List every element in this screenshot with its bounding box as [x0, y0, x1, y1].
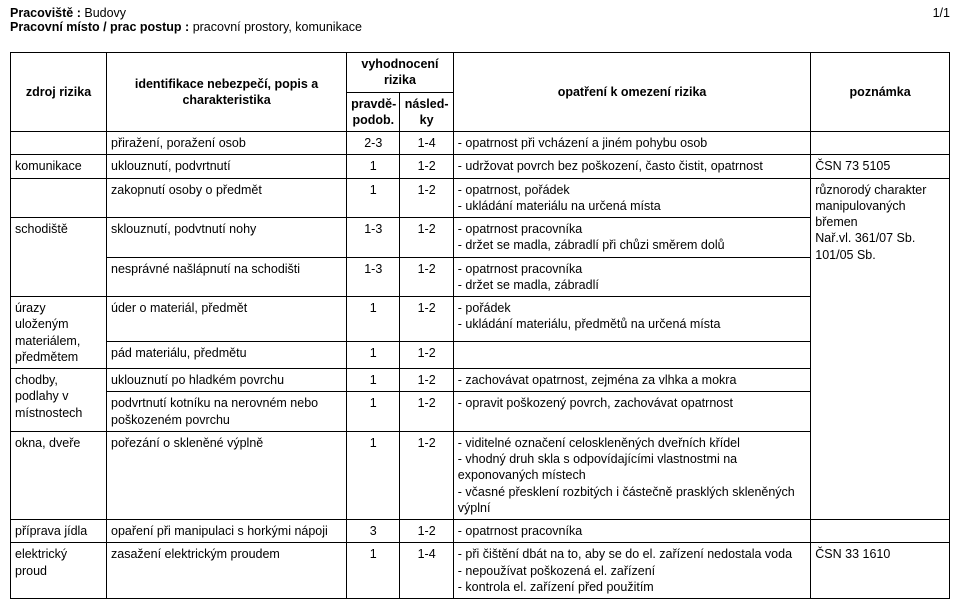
pracoviste-label: Pracoviště :: [10, 6, 81, 20]
document-header: Pracoviště : Budovy 1/1 Pracovní místo /…: [10, 6, 950, 34]
table-cell: zasažení elektrickým proudem: [107, 543, 347, 599]
table-row: komunikaceuklouznutí, podvrtnutí11-2- ud…: [11, 155, 950, 178]
table-cell: [811, 132, 950, 155]
table-cell: okna, dveře: [11, 431, 107, 519]
col-header-pravde: pravdě-podob.: [347, 92, 400, 132]
pracoviste-line: Pracoviště : Budovy: [10, 6, 126, 20]
table-cell: opaření při manipulaci s horkými nápoji: [107, 520, 347, 543]
table-row: chodby, podlahy v místnostechuklouznutí …: [11, 369, 950, 392]
table-cell: 1-2: [400, 218, 453, 258]
table-cell: - zachovávat opatrnost, zejména za vlhka…: [453, 369, 810, 392]
table-cell: pořezání o skleněné výplně: [107, 431, 347, 519]
header-line-2: Pracovní místo / prac postup : pracovní …: [10, 20, 950, 34]
table-cell: 1-2: [400, 342, 453, 369]
misto-label: Pracovní místo / prac postup :: [10, 20, 189, 34]
table-row: nesprávné našlápnutí na schodišti1-31-2-…: [11, 257, 950, 297]
table-cell: 1: [347, 297, 400, 342]
risk-table: zdroj rizika identifikace nebezpečí, pop…: [10, 52, 950, 599]
table-cell: sklouznutí, podvtnutí nohy: [107, 218, 347, 258]
table-cell: přiražení, poražení osob: [107, 132, 347, 155]
table-cell: 1-4: [400, 543, 453, 599]
table-cell: 2-3: [347, 132, 400, 155]
table-cell: uklouznutí po hladkém povrchu: [107, 369, 347, 392]
table-cell: 1: [347, 543, 400, 599]
col-header-poznamka: poznámka: [811, 53, 950, 132]
col-header-nasled: násled-ky: [400, 92, 453, 132]
col-header-zdroj: zdroj rizika: [11, 53, 107, 132]
table-cell: 1-4: [400, 132, 453, 155]
table-cell: 1-2: [400, 257, 453, 297]
page-number: 1/1: [933, 6, 950, 20]
table-row: pád materiálu, předmětu11-2: [11, 342, 950, 369]
table-cell: úder o materiál, předmět: [107, 297, 347, 342]
table-cell: schodiště: [11, 218, 107, 297]
table-cell: ČSN 33 1610: [811, 543, 950, 599]
table-row: elektrický proudzasažení elektrickým pro…: [11, 543, 950, 599]
table-cell: zakopnutí osoby o předmět: [107, 178, 347, 218]
table-cell: chodby, podlahy v místnostech: [11, 369, 107, 432]
table-cell: 1-3: [347, 218, 400, 258]
table-row: přiražení, poražení osob2-31-4- opatrnos…: [11, 132, 950, 155]
table-cell: 1: [347, 431, 400, 519]
table-cell: 1-2: [400, 392, 453, 432]
table-cell: ČSN 73 5105: [811, 155, 950, 178]
table-cell: - opatrnost pracovníka- držet se madla, …: [453, 218, 810, 258]
table-head: zdroj rizika identifikace nebezpečí, pop…: [11, 53, 950, 132]
table-cell: 1: [347, 342, 400, 369]
table-cell: - opatrnost pracovníka: [453, 520, 810, 543]
table-cell: 1-2: [400, 369, 453, 392]
table-cell: 1-3: [347, 257, 400, 297]
table-cell: - opatrnost při vcházení a jiném pohybu …: [453, 132, 810, 155]
table-cell: 1: [347, 155, 400, 178]
table-cell: 1-2: [400, 155, 453, 178]
table-cell: - opatrnost, pořádek- ukládání materiálu…: [453, 178, 810, 218]
table-row: úrazy uloženým materiálem, předmětemúder…: [11, 297, 950, 342]
page: Pracoviště : Budovy 1/1 Pracovní místo /…: [0, 0, 960, 609]
misto-value: pracovní prostory, komunikace: [193, 20, 362, 34]
table-cell: [453, 342, 810, 369]
table-cell: 1-2: [400, 520, 453, 543]
table-cell: 1-2: [400, 431, 453, 519]
table-cell: úrazy uloženým materiálem, předmětem: [11, 297, 107, 369]
table-cell: [11, 178, 107, 218]
table-row: podvrtnutí kotníku na nerovném nebo pošk…: [11, 392, 950, 432]
table-cell: 3: [347, 520, 400, 543]
table-cell: - viditelné označení celoskleněných dveř…: [453, 431, 810, 519]
table-cell: - opatrnost pracovníka- držet se madla, …: [453, 257, 810, 297]
table-row: příprava jídlaopaření při manipulaci s h…: [11, 520, 950, 543]
table-cell: - udržovat povrch bez poškození, často č…: [453, 155, 810, 178]
table-cell: 1: [347, 178, 400, 218]
col-header-vyhod: vyhodnocení rizika: [347, 53, 454, 93]
table-cell: komunikace: [11, 155, 107, 178]
table-cell: nesprávné našlápnutí na schodišti: [107, 257, 347, 297]
table-row: okna, dveřepořezání o skleněné výplně11-…: [11, 431, 950, 519]
table-cell: pád materiálu, předmětu: [107, 342, 347, 369]
table-row: zakopnutí osoby o předmět11-2- opatrnost…: [11, 178, 950, 218]
table-cell: 1: [347, 392, 400, 432]
table-cell: 1: [347, 369, 400, 392]
table-cell: uklouznutí, podvrtnutí: [107, 155, 347, 178]
table-cell: - při čištění dbát na to, aby se do el. …: [453, 543, 810, 599]
table-cell: příprava jídla: [11, 520, 107, 543]
table-cell: 1-2: [400, 178, 453, 218]
col-header-opatreni: opatření k omezení rizika: [453, 53, 810, 132]
table-cell: 1-2: [400, 297, 453, 342]
table-cell: - pořádek- ukládání materiálu, předmětů …: [453, 297, 810, 342]
pracoviste-value: Budovy: [84, 6, 126, 20]
table-cell: [11, 132, 107, 155]
table-cell: [811, 520, 950, 543]
table-row: schodištěsklouznutí, podvtnutí nohy1-31-…: [11, 218, 950, 258]
table-cell: - opravit poškozený povrch, zachovávat o…: [453, 392, 810, 432]
table-cell: podvrtnutí kotníku na nerovném nebo pošk…: [107, 392, 347, 432]
table-cell: různorodý charakter manipulovaných břeme…: [811, 178, 950, 520]
table-cell: elektrický proud: [11, 543, 107, 599]
header-line-1: Pracoviště : Budovy 1/1: [10, 6, 950, 20]
table-body: přiražení, poražení osob2-31-4- opatrnos…: [11, 132, 950, 599]
col-header-ident: identifikace nebezpečí, popis a charakte…: [107, 53, 347, 132]
